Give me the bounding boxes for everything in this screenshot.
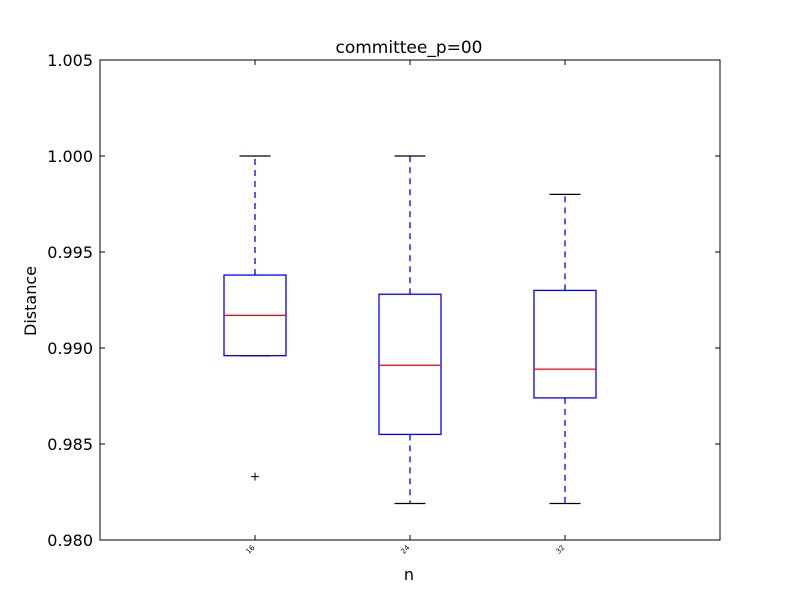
y-tick-label: 0.995 xyxy=(47,243,93,262)
y-tick-label: 0.985 xyxy=(47,435,93,454)
box-16 xyxy=(223,155,287,481)
x-axis-label: n xyxy=(404,565,414,584)
box-24 xyxy=(378,155,442,505)
x-tick-label: 24 xyxy=(399,543,411,555)
plot-frame xyxy=(99,59,721,541)
box-body xyxy=(533,289,597,399)
x-tick-label: 16 xyxy=(244,543,256,555)
y-tick-label: 0.990 xyxy=(47,339,93,358)
x-tick-label: 32 xyxy=(554,544,566,556)
box-32 xyxy=(533,193,597,505)
chart-title: committee_p=00 xyxy=(335,38,482,58)
box-body xyxy=(378,293,442,436)
y-tick-label: 1.000 xyxy=(47,147,93,166)
plot-area: 0.980 0.985 0.990 0.995 1.000 1.005 16 24 32 xyxy=(47,51,721,556)
y-tick-label: 0.980 xyxy=(47,531,93,550)
y-tick-label: 1.005 xyxy=(47,51,93,70)
y-axis-label: Distance xyxy=(21,266,40,336)
